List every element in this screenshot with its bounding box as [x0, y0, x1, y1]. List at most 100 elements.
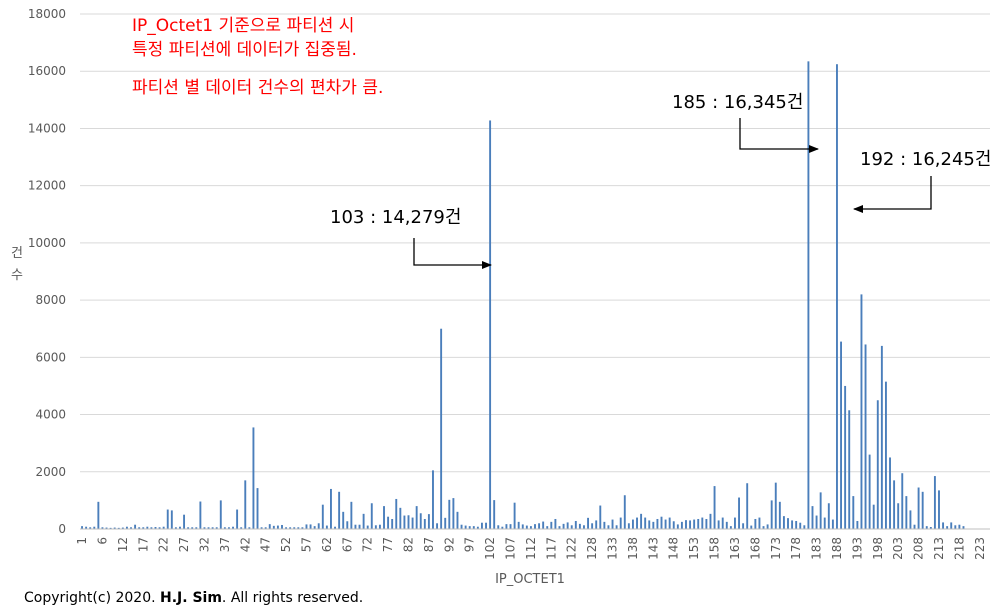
bar: [721, 517, 724, 529]
copyright-prefix: Copyright(c) 2020.: [24, 590, 161, 606]
y-tick-labels: 0 2000 4000 6000 8000 10000 12000 14000 16000 180…: [28, 7, 66, 536]
bar: [521, 524, 524, 529]
bar: [836, 64, 838, 530]
x-tick-label: 97: [463, 537, 477, 552]
x-tick-label: 32: [197, 537, 211, 552]
y-tick-label: 8000: [35, 293, 66, 307]
bar: [746, 483, 749, 529]
bar: [795, 520, 798, 529]
bar: [440, 328, 443, 529]
bar: [872, 504, 875, 529]
bar: [497, 525, 500, 529]
x-tick-label: 92: [442, 537, 456, 552]
bar: [676, 524, 679, 529]
callout-label-185: 185 : 16,345건: [672, 92, 804, 113]
bar: [362, 513, 365, 529]
bar: [346, 521, 349, 529]
x-tick-label: 42: [238, 537, 252, 552]
x-tick-label: 17: [136, 537, 150, 552]
bar: [913, 524, 916, 529]
bar: [591, 523, 594, 529]
bar: [778, 501, 781, 529]
bar: [501, 526, 504, 529]
bar: [219, 500, 222, 529]
bar: [485, 522, 487, 529]
bar: [933, 476, 936, 529]
bar: [729, 526, 732, 529]
bar: [864, 344, 867, 529]
bar: [660, 516, 663, 529]
bar: [517, 521, 520, 529]
bar: [725, 521, 728, 529]
bar: [452, 498, 455, 529]
x-tick-label: 6: [95, 537, 109, 545]
gridlines: [80, 13, 990, 473]
y-tick-label: 0: [58, 522, 66, 536]
bar: [260, 527, 263, 529]
bar: [415, 506, 418, 529]
bar: [325, 525, 328, 529]
bar: [272, 525, 275, 529]
bar: [150, 527, 153, 529]
bar: [399, 507, 402, 529]
bar: [330, 488, 332, 529]
bar: [309, 524, 312, 529]
x-tick-label: 198: [871, 537, 885, 560]
bar: [880, 345, 883, 529]
bar: [848, 410, 851, 529]
bar: [370, 503, 373, 529]
x-tick-label: 153: [687, 537, 701, 560]
callout-arrow-192: [853, 176, 932, 213]
bar: [672, 521, 675, 529]
x-tick-label: 57: [299, 537, 313, 552]
bar: [578, 523, 581, 529]
y-tick-label: 2000: [35, 465, 66, 479]
x-tick-label: 122: [565, 537, 579, 560]
bar: [905, 496, 908, 529]
bar: [799, 522, 802, 529]
x-tick-label: 203: [891, 537, 905, 560]
bar: [166, 509, 169, 529]
bar: [509, 524, 512, 529]
bar: [607, 525, 610, 529]
x-tick-label: 27: [177, 537, 191, 552]
bar: [750, 525, 753, 529]
bar: [623, 495, 626, 529]
bar: [856, 520, 859, 529]
x-tick-label: 128: [585, 537, 599, 560]
bar: [840, 341, 842, 529]
note-line-1: IP_Octet1 기준으로 파티션 시: [132, 16, 355, 36]
bar: [946, 526, 949, 529]
bars: [81, 61, 965, 530]
x-tick-label: 188: [830, 537, 844, 560]
bar: [738, 497, 740, 529]
bar: [685, 520, 687, 529]
bar: [713, 486, 716, 529]
bar: [297, 527, 300, 529]
bar: [803, 525, 806, 529]
bar: [697, 518, 700, 529]
bar: [823, 517, 826, 529]
x-tick-label: 82: [402, 537, 416, 552]
bar: [179, 526, 181, 529]
bar: [709, 513, 712, 529]
bar: [925, 526, 928, 529]
bar: [423, 518, 426, 529]
bar: [456, 511, 459, 529]
x-tick-label: 173: [769, 537, 783, 560]
bar: [815, 515, 818, 529]
bar: [358, 524, 361, 529]
x-tick-label: 148: [667, 537, 681, 560]
bar: [619, 517, 622, 529]
bar: [109, 527, 112, 529]
note-line-3: 파티션 별 데이터 건수의 편차가 큼.: [132, 78, 384, 98]
bar: [232, 526, 234, 529]
copyright-suffix: . All rights reserved.: [221, 590, 364, 606]
bar: [146, 526, 149, 529]
bar: [860, 294, 863, 529]
bar: [354, 524, 357, 529]
bar: [395, 498, 398, 529]
bar: [268, 524, 271, 529]
bar: [574, 520, 577, 529]
bar: [542, 521, 545, 529]
